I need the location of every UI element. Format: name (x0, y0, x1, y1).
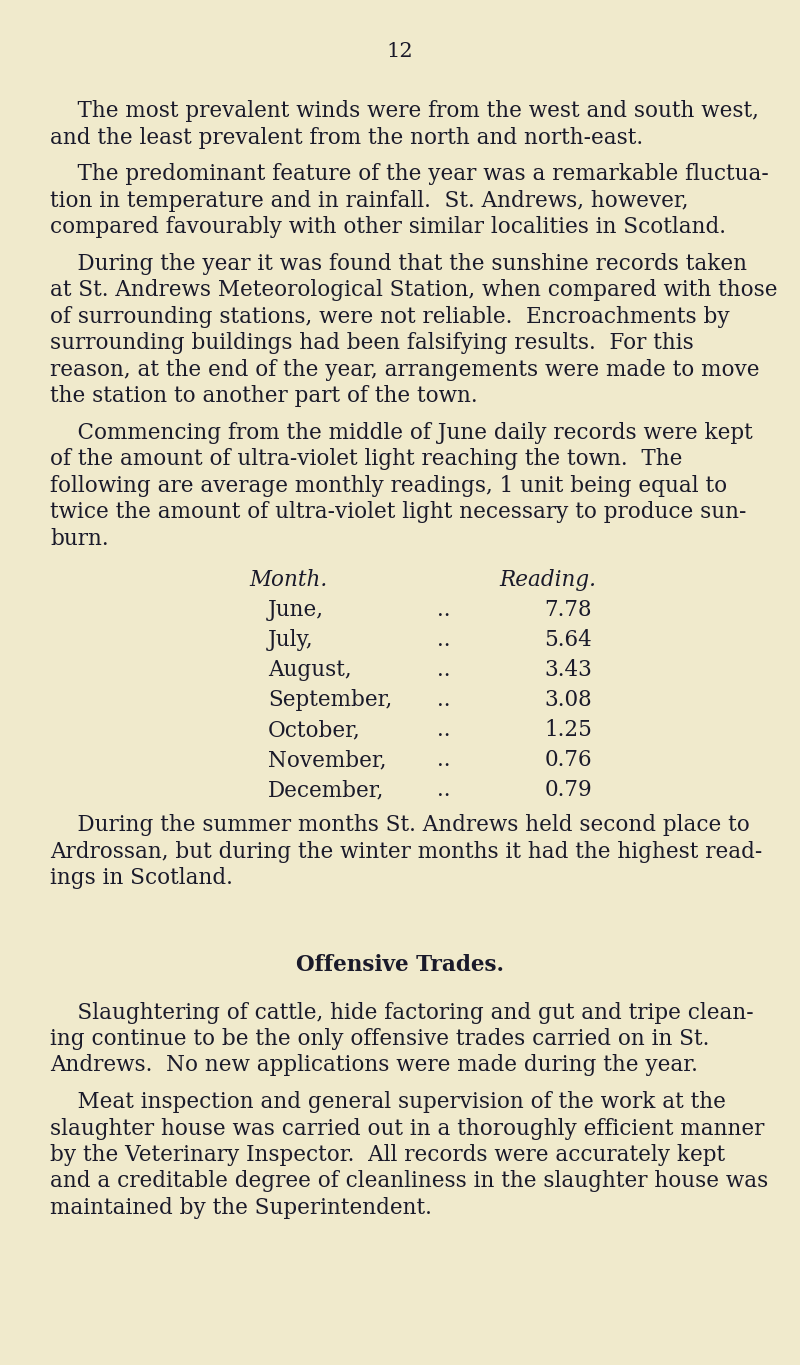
Text: 3.08: 3.08 (544, 689, 592, 711)
Text: August,: August, (268, 659, 352, 681)
Text: of surrounding stations, were not reliable.  Encroachments by: of surrounding stations, were not reliab… (50, 306, 730, 328)
Text: and a creditable degree of cleanliness in the slaughter house was: and a creditable degree of cleanliness i… (50, 1171, 768, 1193)
Text: ..: .. (438, 779, 450, 801)
Text: twice the amount of ultra-violet light necessary to produce sun-: twice the amount of ultra-violet light n… (50, 501, 746, 523)
Text: Month.: Month. (249, 569, 327, 591)
Text: reason, at the end of the year, arrangements were made to move: reason, at the end of the year, arrangem… (50, 359, 759, 381)
Text: ..: .. (438, 659, 450, 681)
Text: 0.76: 0.76 (544, 749, 592, 771)
Text: The most prevalent winds were from the west and south west,: The most prevalent winds were from the w… (50, 100, 759, 123)
Text: Ardrossan, but during the winter months it had the highest read-: Ardrossan, but during the winter months … (50, 841, 762, 863)
Text: 12: 12 (386, 42, 414, 61)
Text: September,: September, (268, 689, 392, 711)
Text: ..: .. (438, 599, 450, 621)
Text: following are average monthly readings, 1 unit being equal to: following are average monthly readings, … (50, 475, 727, 497)
Text: Andrews.  No new applications were made during the year.: Andrews. No new applications were made d… (50, 1055, 698, 1077)
Text: During the summer months St. Andrews held second place to: During the summer months St. Andrews hel… (50, 815, 750, 837)
Text: ..: .. (438, 749, 450, 771)
Text: 0.79: 0.79 (544, 779, 592, 801)
Text: The predominant feature of the year was a remarkable fluctua-: The predominant feature of the year was … (50, 164, 769, 186)
Text: Meat inspection and general supervision of the work at the: Meat inspection and general supervision … (50, 1091, 726, 1112)
Text: at St. Andrews Meteorological Station, when compared with those: at St. Andrews Meteorological Station, w… (50, 280, 778, 302)
Text: ..: .. (438, 689, 450, 711)
Text: by the Veterinary Inspector.  All records were accurately kept: by the Veterinary Inspector. All records… (50, 1144, 725, 1166)
Text: burn.: burn. (50, 528, 109, 550)
Text: 7.78: 7.78 (544, 599, 592, 621)
Text: slaughter house was carried out in a thoroughly efficient manner: slaughter house was carried out in a tho… (50, 1118, 764, 1140)
Text: ..: .. (438, 719, 450, 741)
Text: November,: November, (268, 749, 386, 771)
Text: ing continue to be the only offensive trades carried on in St.: ing continue to be the only offensive tr… (50, 1028, 710, 1050)
Text: Offensive Trades.: Offensive Trades. (296, 954, 504, 976)
Text: October,: October, (268, 719, 361, 741)
Text: surrounding buildings had been falsifying results.  For this: surrounding buildings had been falsifyin… (50, 332, 694, 355)
Text: of the amount of ultra-violet light reaching the town.  The: of the amount of ultra-violet light reac… (50, 448, 682, 471)
Text: ..: .. (438, 629, 450, 651)
Text: tion in temperature and in rainfall.  St. Andrews, however,: tion in temperature and in rainfall. St.… (50, 190, 689, 212)
Text: maintained by the Superintendent.: maintained by the Superintendent. (50, 1197, 432, 1219)
Text: July,: July, (268, 629, 314, 651)
Text: 3.43: 3.43 (544, 659, 592, 681)
Text: During the year it was found that the sunshine records taken: During the year it was found that the su… (50, 253, 747, 274)
Text: December,: December, (268, 779, 384, 801)
Text: Slaughtering of cattle, hide factoring and gut and tripe clean-: Slaughtering of cattle, hide factoring a… (50, 1002, 754, 1024)
Text: Commencing from the middle of June daily records were kept: Commencing from the middle of June daily… (50, 422, 753, 444)
Text: ings in Scotland.: ings in Scotland. (50, 867, 233, 890)
Text: June,: June, (268, 599, 324, 621)
Text: 5.64: 5.64 (544, 629, 592, 651)
Text: the station to another part of the town.: the station to another part of the town. (50, 385, 478, 407)
Text: and the least prevalent from the north and north-east.: and the least prevalent from the north a… (50, 127, 643, 149)
Text: 1.25: 1.25 (544, 719, 592, 741)
Text: compared favourably with other similar localities in Scotland.: compared favourably with other similar l… (50, 216, 726, 239)
Text: Reading.: Reading. (499, 569, 597, 591)
